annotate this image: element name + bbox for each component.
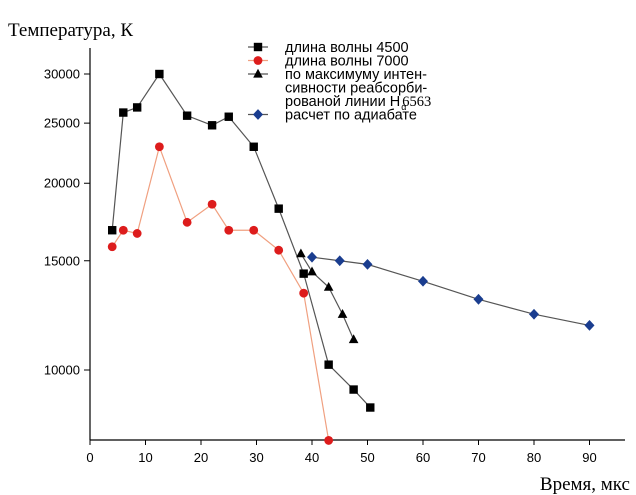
series-line bbox=[111, 144, 330, 441]
data-point bbox=[182, 111, 192, 120]
data-point bbox=[473, 293, 484, 305]
legend-marker bbox=[253, 109, 263, 120]
data-point bbox=[249, 225, 259, 235]
data-point bbox=[334, 255, 345, 267]
data-point bbox=[249, 142, 258, 151]
legend-marker bbox=[253, 42, 263, 52]
x-tick-label: 50 bbox=[360, 450, 374, 465]
series-line bbox=[111, 72, 371, 408]
y-tick-label: 25000 bbox=[44, 116, 80, 131]
x-tick-label: 30 bbox=[249, 450, 263, 465]
data-point bbox=[274, 245, 284, 255]
legend-label: сивности реабсорби- bbox=[285, 81, 427, 97]
data-point bbox=[224, 112, 233, 121]
y-tick-label: 15000 bbox=[44, 253, 80, 268]
series-4 bbox=[307, 251, 595, 331]
legend-label: по максимуму интен- bbox=[285, 67, 427, 83]
data-point bbox=[324, 436, 334, 445]
data-point bbox=[324, 360, 333, 369]
data-point bbox=[132, 103, 142, 112]
series-2 bbox=[107, 142, 334, 445]
data-point bbox=[366, 403, 375, 412]
data-point bbox=[207, 199, 217, 209]
legend-label: длина волны 4500 bbox=[285, 40, 409, 56]
x-tick-label: 70 bbox=[471, 450, 485, 465]
x-tick-label: 40 bbox=[305, 450, 319, 465]
data-point bbox=[307, 251, 317, 263]
series-1 bbox=[108, 69, 375, 412]
data-point bbox=[107, 242, 117, 252]
legend-marker bbox=[253, 56, 263, 65]
x-tick-label: 20 bbox=[194, 450, 208, 465]
data-point bbox=[349, 385, 358, 394]
data-point bbox=[108, 226, 117, 235]
legend-label: расчет по адиабате bbox=[285, 108, 417, 124]
legend-marker bbox=[253, 68, 263, 78]
data-point bbox=[119, 108, 128, 117]
x-tick-label: 10 bbox=[138, 450, 152, 465]
data-point bbox=[155, 69, 164, 79]
series-3 bbox=[296, 248, 359, 344]
data-point bbox=[274, 204, 283, 213]
y-tick-label: 20000 bbox=[44, 176, 80, 191]
data-point bbox=[182, 217, 192, 227]
data-point bbox=[296, 248, 306, 258]
legend-label: рованой линии Н bbox=[285, 94, 400, 110]
x-axis-title: Время, мкс bbox=[540, 474, 630, 495]
data-point bbox=[224, 225, 234, 235]
data-point bbox=[337, 309, 348, 318]
y-axis-title: Температура, К bbox=[8, 20, 133, 41]
x-tick-label: 80 bbox=[527, 450, 541, 465]
legend-label: длина волны 7000 bbox=[285, 54, 409, 70]
data-point bbox=[323, 281, 334, 291]
data-point bbox=[348, 334, 359, 344]
data-point bbox=[154, 142, 164, 152]
y-tick-label: 30000 bbox=[44, 67, 80, 82]
legend-label: 6563 bbox=[402, 94, 431, 110]
data-point bbox=[299, 269, 308, 278]
x-tick-label: 60 bbox=[416, 450, 430, 465]
x-tick-label: 0 bbox=[86, 450, 93, 465]
legend-subscript: α bbox=[401, 102, 406, 112]
data-point bbox=[418, 275, 428, 287]
x-tick-label: 90 bbox=[582, 450, 596, 465]
data-point bbox=[584, 320, 595, 331]
data-point bbox=[299, 288, 309, 298]
data-point bbox=[529, 308, 539, 320]
data-point bbox=[132, 229, 142, 238]
data-point bbox=[362, 258, 373, 270]
series-line bbox=[311, 256, 590, 326]
data-point bbox=[207, 121, 217, 130]
data-point bbox=[118, 225, 128, 235]
data-point bbox=[307, 266, 317, 276]
y-tick-label: 10000 bbox=[44, 363, 80, 378]
